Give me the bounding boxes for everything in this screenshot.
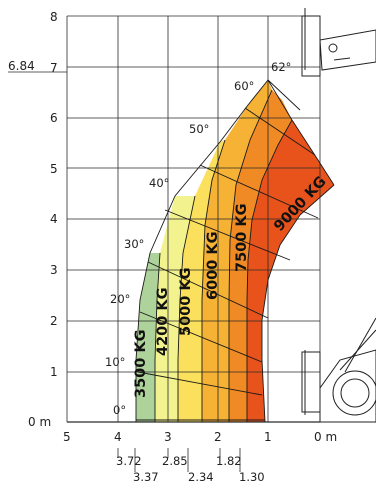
y-tick-label: 4 — [50, 212, 58, 226]
angle-label: 30° — [124, 237, 144, 251]
x-tick-label: 0 m — [314, 430, 337, 444]
x-sub-label: 3.72 — [116, 454, 142, 468]
zone-4200 — [155, 196, 195, 422]
angle-label: 10° — [105, 355, 125, 369]
capacity-label: 3500 KG — [133, 329, 149, 398]
angle-label: 62° — [271, 60, 291, 74]
angle-labels: 0° 10° 20° 30° 40° 50° 60° 62° — [105, 60, 291, 417]
zone-outlines — [135, 79, 335, 423]
zone-6000 — [202, 80, 272, 422]
capacity-label: 4200 KG — [155, 287, 171, 356]
y-tick-label: 5 — [50, 162, 58, 176]
angle-label: 40° — [149, 176, 169, 190]
angle-label: 20° — [110, 292, 130, 306]
angle-label: 0° — [113, 403, 126, 417]
x-axis-labels: 5 4 3 2 1 0 m — [63, 430, 337, 444]
x-axis-sub-labels: 3.72 2.85 1.82 3.37 2.34 1.30 — [116, 454, 265, 484]
telehandler-icon — [301, 8, 376, 423]
y-tick-label: 2 — [50, 314, 58, 328]
y-tick-label: 7 — [50, 61, 58, 75]
angle-label: 50° — [189, 122, 209, 136]
capacity-label: 7500 KG — [234, 203, 250, 272]
x-tick-label: 4 — [114, 430, 122, 444]
x-tick-label: 2 — [214, 430, 222, 444]
x-sub-label: 2.85 — [162, 454, 188, 468]
zone-7500 — [229, 90, 292, 422]
y-tick-label: 6 — [50, 111, 58, 125]
y-tick-label: 8 — [50, 10, 58, 24]
zone-5000 — [178, 140, 225, 422]
x-sub-label: 1.30 — [239, 470, 265, 484]
y-axis-labels: 0 m 1 2 3 4 5 6 7 8 — [28, 10, 58, 429]
capacity-label: 5000 KG — [178, 267, 194, 336]
y-tick-label: 0 m — [28, 415, 51, 429]
x-tick-label: 3 — [164, 430, 172, 444]
y-tick-label: 3 — [50, 263, 58, 277]
y-tick-label: 1 — [50, 365, 58, 379]
x-sub-label: 2.34 — [188, 470, 214, 484]
angle-label: 60° — [234, 79, 254, 93]
angle-lines — [136, 79, 319, 421]
x-sub-label: 3.37 — [133, 470, 159, 484]
max-height-label: 6.84 — [8, 59, 35, 73]
capacity-label: 6000 KG — [205, 231, 221, 300]
x-tick-label: 1 — [264, 430, 272, 444]
zone-3500 — [136, 253, 160, 422]
x-tick-label: 5 — [63, 430, 71, 444]
x-sub-label: 1.82 — [216, 454, 242, 468]
